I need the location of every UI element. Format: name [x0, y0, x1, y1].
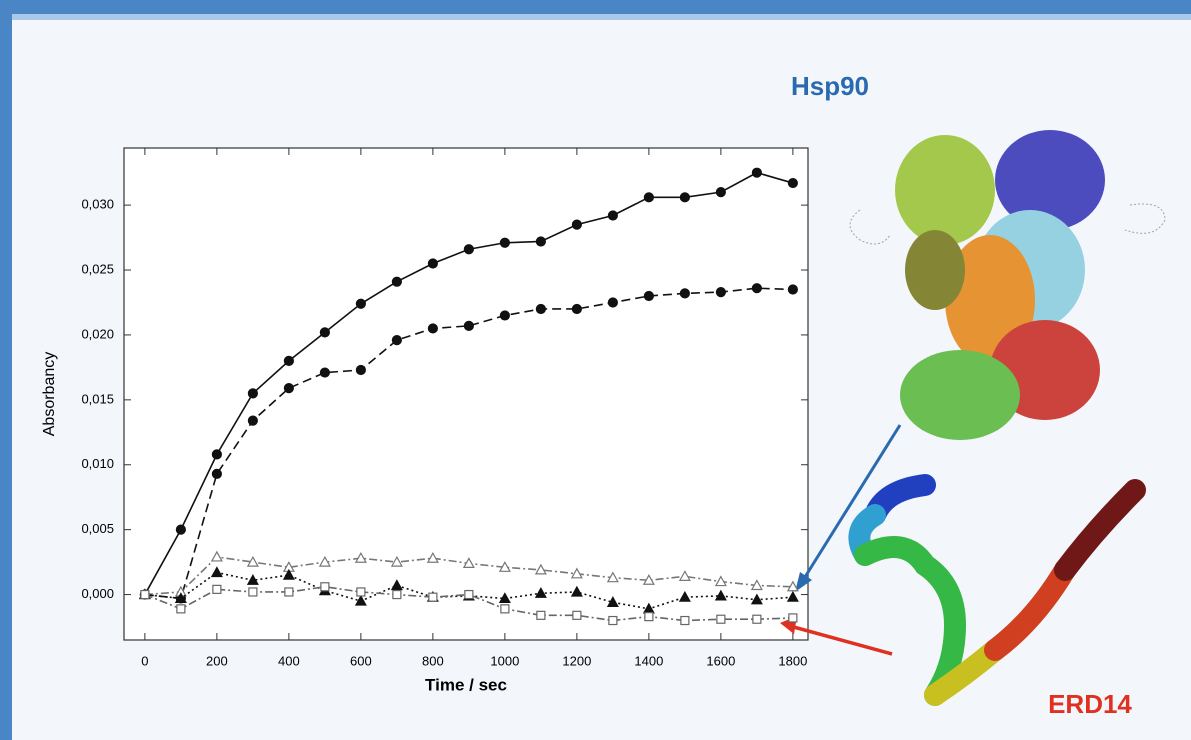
y-tick-label: 0,020: [81, 326, 114, 341]
point: [284, 384, 293, 393]
point: [465, 591, 473, 599]
point: [752, 168, 761, 177]
y-tick-label: 0,005: [81, 521, 114, 536]
point: [645, 613, 653, 621]
point: [500, 238, 509, 247]
y-tick-label: 0,010: [81, 456, 114, 471]
point: [572, 304, 581, 313]
point: [501, 605, 509, 613]
point: [213, 585, 221, 593]
point: [644, 291, 653, 300]
point: [392, 336, 401, 345]
x-tick-label: 600: [350, 653, 372, 668]
point: [716, 188, 725, 197]
point: [249, 588, 257, 596]
point: [357, 588, 365, 596]
point: [320, 368, 329, 377]
point: [356, 299, 365, 308]
point: [212, 450, 221, 459]
y-tick-label: 0,015: [81, 391, 114, 406]
left-border: [0, 0, 12, 740]
point: [789, 614, 797, 622]
x-tick-label: 200: [206, 653, 228, 668]
x-axis-label: Time / sec: [425, 675, 507, 694]
top-border: [0, 0, 1191, 14]
y-axis-label: Absorbancy: [41, 352, 58, 437]
point: [320, 328, 329, 337]
x-tick-label: 1200: [562, 653, 591, 668]
x-tick-label: 0: [141, 653, 148, 668]
top-border-inner: [12, 14, 1191, 20]
point: [681, 617, 689, 625]
point: [608, 298, 617, 307]
point: [321, 583, 329, 591]
point: [464, 321, 473, 330]
x-tick-label: 1800: [778, 653, 807, 668]
chart: Hsp90 ERD14 Time / sec Absorbancy 0 200 40…: [0, 0, 1191, 740]
point: [608, 211, 617, 220]
point: [788, 179, 797, 188]
point: [536, 237, 545, 246]
y-tick-label: 0,000: [81, 586, 114, 601]
point: [428, 324, 437, 333]
y-tick-label: 0,025: [81, 261, 114, 276]
x-tick-label: 400: [278, 653, 300, 668]
point: [536, 304, 545, 313]
point: [537, 611, 545, 619]
y-tick-label: 0,030: [81, 197, 114, 212]
point: [248, 416, 257, 425]
point: [177, 605, 185, 613]
point: [644, 193, 653, 202]
point: [573, 611, 581, 619]
erd14-label: ERD14: [1048, 689, 1132, 719]
x-tick-label: 1400: [634, 653, 663, 668]
point: [429, 593, 437, 601]
point: [788, 285, 797, 294]
point: [393, 591, 401, 599]
x-tick-label: 800: [422, 653, 444, 668]
point: [464, 245, 473, 254]
point: [609, 617, 617, 625]
point: [212, 469, 221, 478]
point: [284, 356, 293, 365]
point: [248, 389, 257, 398]
point: [680, 289, 689, 298]
point: [356, 365, 365, 374]
point: [717, 615, 725, 623]
x-tick-label: 1600: [706, 653, 735, 668]
x-tick-label: 1000: [490, 653, 519, 668]
point: [680, 193, 689, 202]
point: [500, 311, 509, 320]
point: [572, 220, 581, 229]
point: [141, 591, 149, 599]
point: [753, 615, 761, 623]
point: [716, 288, 725, 297]
point: [285, 588, 293, 596]
point: [752, 284, 761, 293]
slide: Hsp90 ERD14 Time / sec Absorbancy 0 200 40…: [0, 0, 1191, 740]
point: [176, 525, 185, 534]
point: [392, 277, 401, 286]
point: [428, 259, 437, 268]
hsp90-label: Hsp90: [791, 71, 869, 101]
